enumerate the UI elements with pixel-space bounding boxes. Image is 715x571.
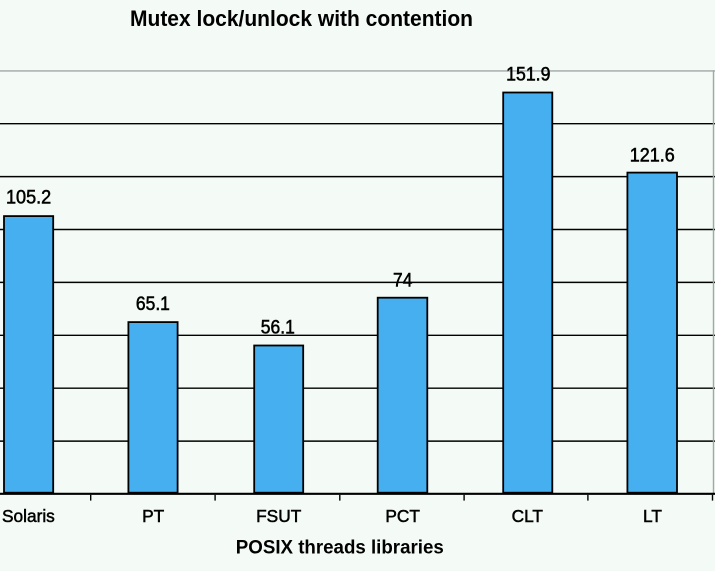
svg-text:FSUT: FSUT: [256, 506, 302, 526]
svg-text:POSIX threads libraries: POSIX threads libraries: [236, 537, 444, 558]
svg-text:74: 74: [393, 271, 413, 292]
svg-text:Solaris: Solaris: [2, 506, 55, 526]
svg-text:LT: LT: [643, 506, 662, 526]
svg-text:65.1: 65.1: [136, 294, 170, 315]
svg-text:151.9: 151.9: [506, 65, 550, 86]
svg-text:Mutex lock/unlock with content: Mutex lock/unlock with contention: [130, 6, 473, 31]
svg-text:CLT: CLT: [512, 506, 544, 526]
svg-text:PCT: PCT: [385, 506, 420, 526]
svg-text:PT: PT: [142, 506, 165, 526]
svg-text:56.1: 56.1: [261, 318, 295, 339]
svg-text:121.6: 121.6: [630, 145, 675, 166]
svg-text:105.2: 105.2: [6, 187, 51, 208]
